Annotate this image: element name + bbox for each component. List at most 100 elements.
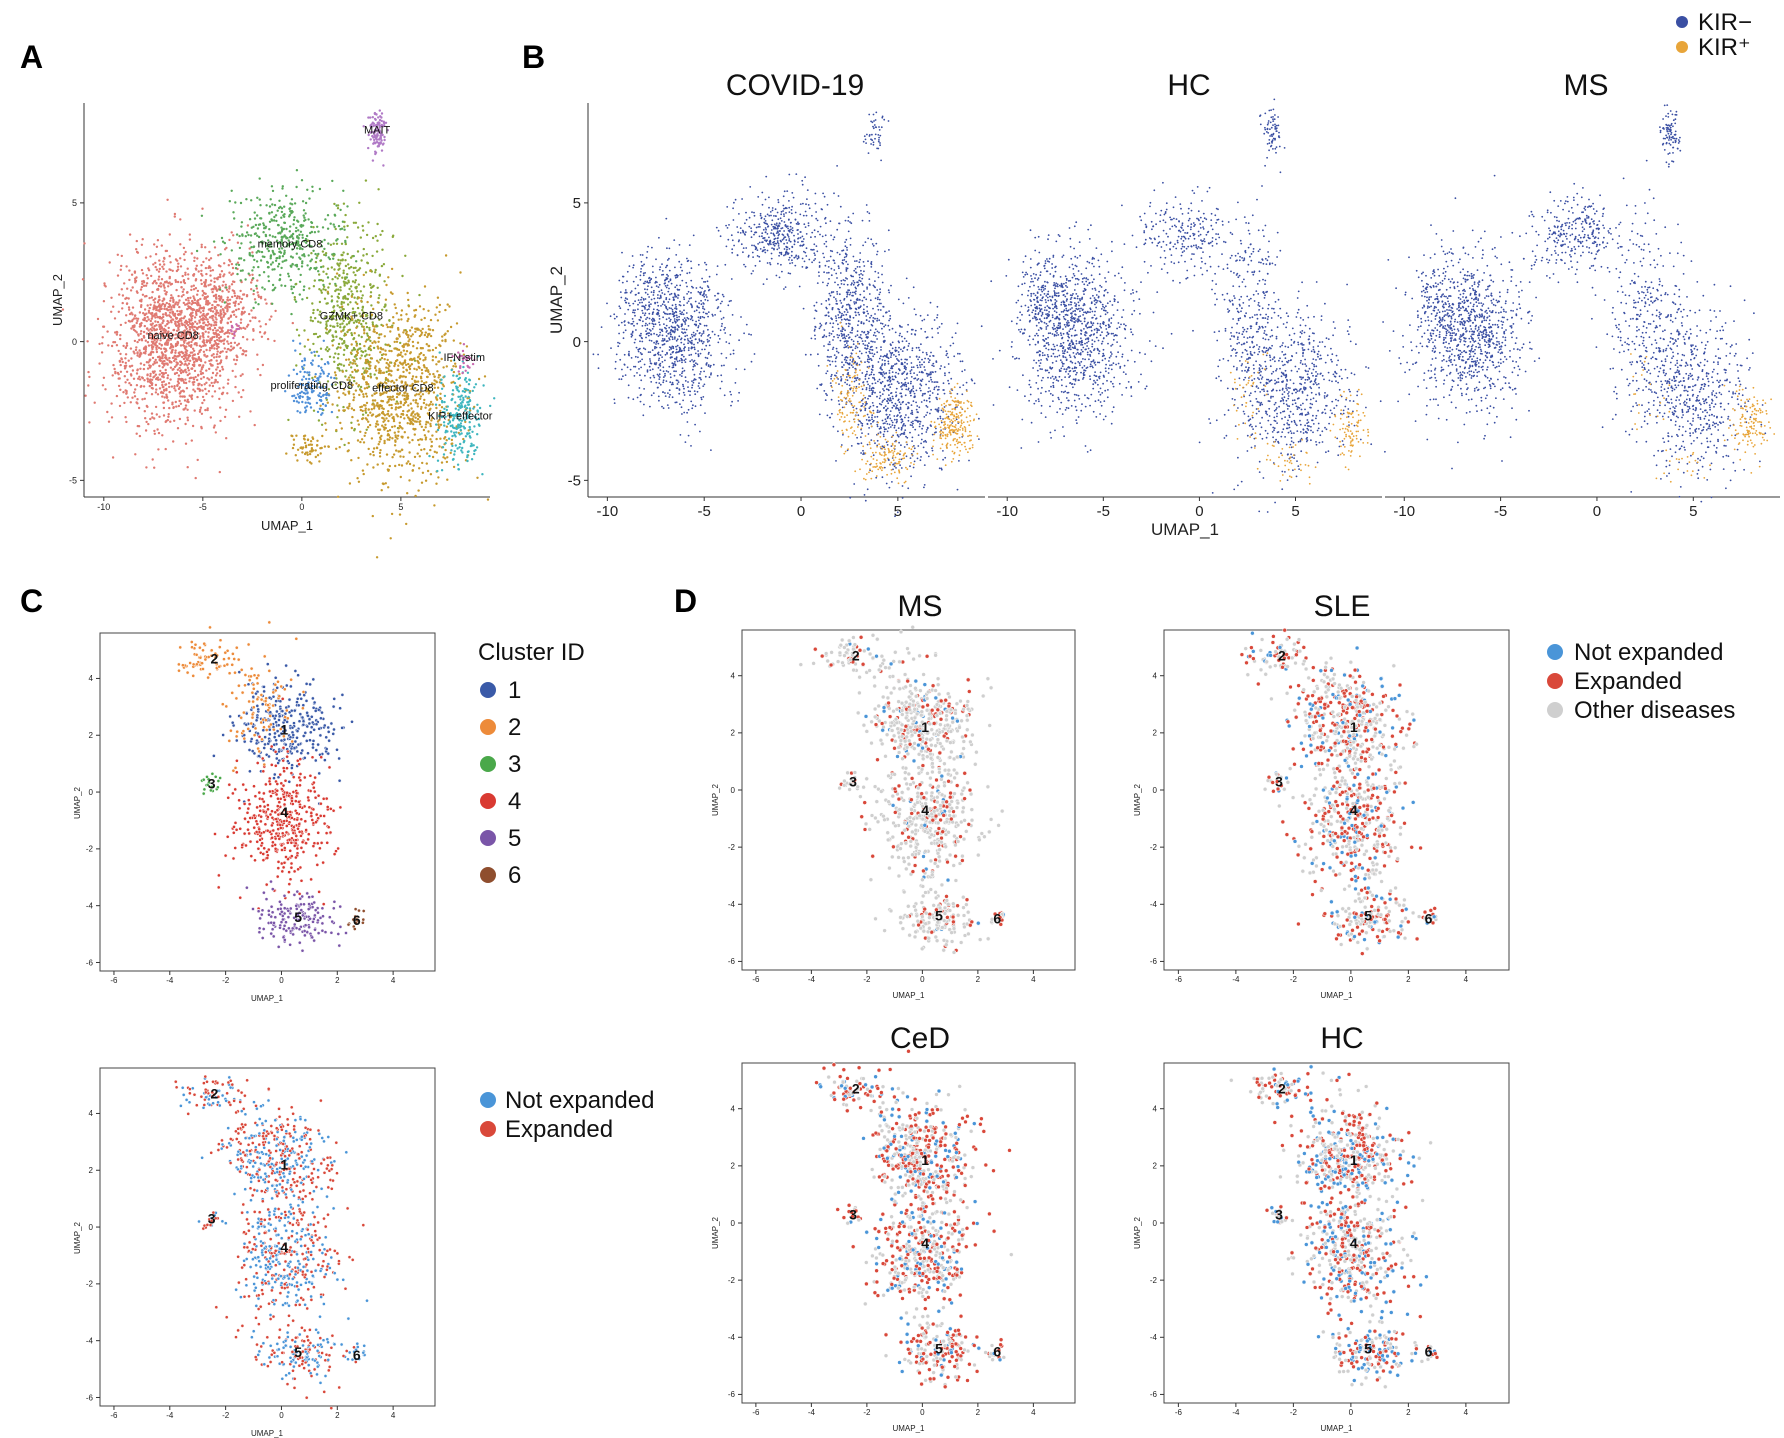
panel-a-point [394,406,398,409]
panel-a-point [233,292,236,295]
panel-a-point [352,346,356,350]
panel-a-point [161,321,164,325]
panel-a-point [264,323,268,326]
panel-a-point [179,395,182,398]
panel-b-point [699,373,701,375]
panel-a-point [186,296,190,300]
panel-a-point [239,318,243,321]
panel-a-point [371,450,375,454]
panel-a-point [232,346,236,349]
panel-a-point [278,278,282,281]
panel-b-point [659,354,662,356]
panel-b-point [704,412,706,414]
panel-b-point [691,407,694,410]
panel-b-point [689,394,691,396]
panel-a-point [473,452,476,456]
panel-b-point [677,381,680,383]
panel-a-point [344,239,347,243]
panel-a-point [242,293,245,296]
panel-a-point [140,285,143,289]
panel-a-point [204,266,208,270]
panel-a-point [356,302,359,306]
panel-a-point [198,410,202,413]
panel-a-point [316,410,320,414]
panel-a-point [434,313,437,316]
panel-b-point [658,399,660,402]
panel-a-point [220,270,224,273]
panel-b-point [618,378,621,380]
panel-a-point [206,407,209,410]
panel-a-point [245,294,249,297]
panel-a-point [310,443,314,446]
panel-a-point [463,387,466,391]
panel-a-point [473,425,476,428]
panel-b-point [651,320,654,323]
panel-a-point [430,445,433,448]
panel-a-point [358,201,361,204]
panel-a-point [129,383,133,387]
panel-b-point [668,389,671,392]
panel-b-point [669,393,671,396]
panel-a-point [140,330,143,333]
panel-a-point [152,376,155,379]
panel-a-point [373,399,377,402]
panel-a-point [168,311,172,314]
panel-b-point [655,343,657,345]
panel-a-point [193,353,197,356]
panel-a-cluster-label: effector CD8 [372,383,434,395]
panel-b-point [643,388,645,390]
panel-a-point [338,274,341,277]
panel-a-point [178,324,181,327]
panel-a-point [159,282,162,285]
panel-a-point [143,410,146,413]
panel-b-point [675,308,678,310]
panel-a-point [341,305,344,308]
panel-a-point [472,444,475,447]
panel-a-point [378,455,382,458]
panel-a-point [359,347,362,350]
panel-a-point [180,317,183,320]
panel-a-point [396,434,400,437]
panel-a-point [266,266,270,269]
panel-a-point [453,453,456,456]
panel-a-point [369,295,372,298]
panel-a-point [198,319,201,322]
panel-a-point [386,358,389,362]
panel-a-point [209,309,213,313]
panel-b-point [684,380,687,382]
panel-a-point [162,267,165,271]
panel-a-point [342,405,345,409]
panel-a-point [143,316,146,320]
panel-a-point [209,274,212,277]
panel-a-point [116,253,120,256]
panel-b-point [700,334,703,337]
panel-b-point [656,386,659,389]
panel-a-point [219,275,222,279]
panel-a-point [356,226,360,229]
panel-a-point [182,288,185,291]
panel-a-point [336,404,339,407]
panel-b-point [707,364,710,366]
panel-a-point [110,402,113,405]
panel-a-point [230,231,233,234]
panel-a-point [166,374,170,377]
panel-a-point [166,343,169,346]
panel-a-point [106,330,109,333]
panel-a-point [354,340,358,343]
panel-b-point [648,332,651,334]
panel-a-point [324,404,327,407]
panel-a-point [124,357,127,360]
panel-b-point [695,309,698,312]
panel-a-point [344,213,347,217]
panel-b-point [728,342,731,345]
panel-a-point [374,425,378,428]
panel-a-point [324,393,327,396]
panel-a-point [205,339,208,342]
panel-b-point [693,310,696,313]
panel-a-point [208,378,211,381]
panel-a-point [449,451,452,455]
panel-a-point [183,334,186,337]
panel-b-point [713,333,716,336]
panel-a-point [218,397,221,401]
panel-a-point [364,179,368,182]
